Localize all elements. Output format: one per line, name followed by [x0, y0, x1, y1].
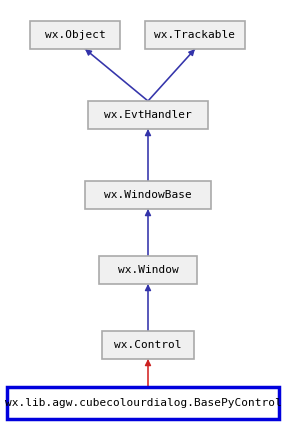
Text: wx.Window: wx.Window: [118, 265, 178, 275]
Bar: [99, 256, 197, 284]
Bar: [102, 331, 194, 359]
Bar: [7, 387, 279, 419]
Bar: [30, 21, 120, 49]
Text: wx.Object: wx.Object: [45, 30, 105, 40]
Text: wx.WindowBase: wx.WindowBase: [104, 190, 192, 200]
Bar: [88, 101, 208, 129]
Text: wx.EvtHandler: wx.EvtHandler: [104, 110, 192, 120]
Text: wx.Control: wx.Control: [114, 340, 182, 350]
Bar: [145, 21, 245, 49]
Text: wx.Trackable: wx.Trackable: [154, 30, 235, 40]
Bar: [85, 181, 211, 209]
Text: wx.lib.agw.cubecolourdialog.BasePyControl: wx.lib.agw.cubecolourdialog.BasePyContro…: [5, 398, 281, 408]
